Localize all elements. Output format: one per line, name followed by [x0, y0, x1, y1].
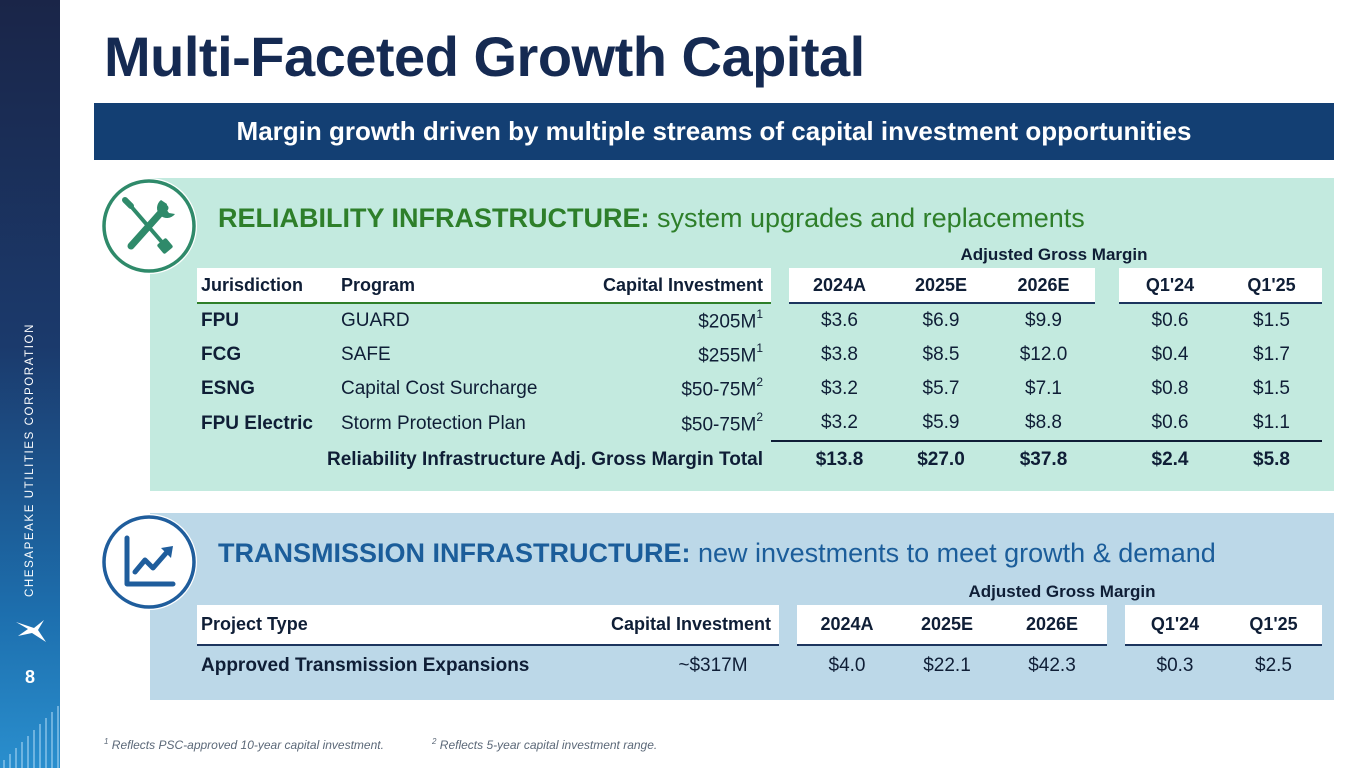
col-program: Program: [337, 268, 569, 304]
row-q124: $0.6: [1151, 309, 1189, 331]
total-2025e: $27.0: [890, 440, 992, 478]
transmission-table: Project Type Capital Investment 2024A 20…: [197, 605, 1322, 685]
col-capital-investment: Capital Investment: [569, 268, 771, 304]
row-capital-investment: $255M1: [698, 340, 763, 366]
row-capital-investment: $50-75M2: [681, 409, 763, 435]
row-q125: $2.5: [1255, 654, 1292, 676]
row-q125: $1.5: [1253, 378, 1290, 400]
col-q124: Q1'24: [1125, 605, 1225, 646]
footnote-ref: 1: [756, 306, 763, 321]
row-2025e: $8.5: [922, 343, 960, 365]
tools-circle: [101, 178, 197, 274]
reliability-panel: [150, 178, 1334, 491]
row-2025e: $5.9: [922, 412, 960, 434]
row-capital-investment: $205M1: [698, 306, 763, 332]
col-q124: Q1'24: [1119, 268, 1221, 304]
row-program: Storm Protection Plan: [341, 412, 526, 434]
row-q125: $1.7: [1253, 343, 1290, 365]
company-name-vertical: CHESAPEAKE UTILITIES CORPORATION: [24, 322, 36, 598]
row-capital-investment: $50-75M2: [681, 375, 763, 401]
row-2025e: $22.1: [923, 654, 971, 676]
row-jurisdiction: FPU: [201, 309, 239, 331]
row-2024a: $3.8: [821, 343, 858, 365]
transmission-agm-label: Adjusted Gross Margin: [968, 582, 1156, 601]
transmission-header-row: Project Type Capital Investment 2024A 20…: [197, 605, 1322, 646]
row-q124: $0.4: [1151, 343, 1189, 365]
row-program: GUARD: [341, 309, 410, 331]
transmission-heading: TRANSMISSION INFRASTRUCTURE: new investm…: [218, 538, 1216, 569]
reliability-heading-strong: RELIABILITY INFRASTRUCTURE:: [218, 203, 650, 233]
row-2026e: $12.0: [1019, 343, 1068, 365]
col-capital-investment: Capital Investment: [587, 605, 779, 646]
total-row: Reliability Infrastructure Adj. Gross Ma…: [197, 440, 1322, 478]
footnote-1: 1 Reflects PSC-approved 10-year capital …: [104, 737, 384, 752]
col-q125: Q1'25: [1225, 605, 1322, 646]
col-project-type: Project Type: [197, 605, 587, 646]
tools-icon: [102, 179, 196, 273]
footnote-ref: 2: [756, 409, 763, 424]
row-2026e: $9.9: [1025, 309, 1062, 331]
row-q125: $1.1: [1253, 412, 1290, 434]
row-jurisdiction: FCG: [201, 343, 242, 365]
col-2024a: 2024A: [789, 268, 890, 304]
transmission-heading-rest: new investments to meet growth & demand: [698, 538, 1216, 568]
page-number: 8: [24, 667, 35, 687]
total-label: Reliability Infrastructure Adj. Gross Ma…: [326, 448, 763, 470]
table-row: FPU GUARD $205M1 $3.6 $6.9 $9.9 $0.6 $1.…: [197, 303, 1322, 338]
row-q124: $0.8: [1151, 378, 1189, 400]
subtitle-banner: Margin growth driven by multiple streams…: [94, 103, 1334, 160]
page-title: Multi-Faceted Growth Capital: [104, 25, 865, 88]
growth-chart-circle: [101, 514, 197, 610]
row-q124: $0.6: [1151, 412, 1189, 434]
transmission-heading-strong: TRANSMISSION INFRASTRUCTURE:: [218, 538, 691, 568]
table-row: Approved Transmission Expansions ~$317M …: [197, 645, 1322, 685]
row-2026e: $42.3: [1028, 654, 1076, 676]
reliability-table: Jurisdiction Program Capital Investment …: [197, 268, 1322, 478]
row-program: SAFE: [341, 343, 391, 365]
total-2026e: $37.8: [992, 440, 1095, 478]
footnote-ref: 2: [756, 375, 763, 390]
reliability-header-row: Jurisdiction Program Capital Investment …: [197, 268, 1322, 304]
row-2024a: $3.6: [821, 309, 858, 331]
reliability-heading-rest: system upgrades and replacements: [657, 203, 1085, 233]
row-jurisdiction: ESNG: [201, 378, 255, 400]
col-2025e: 2025E: [897, 605, 997, 646]
row-2026e: $7.1: [1025, 378, 1062, 400]
col-q125: Q1'25: [1221, 268, 1322, 304]
total-q124: $2.4: [1119, 440, 1221, 478]
col-jurisdiction: Jurisdiction: [197, 268, 337, 304]
col-2025e: 2025E: [890, 268, 992, 304]
row-2025e: $6.9: [922, 309, 960, 331]
reliability-agm-label: Adjusted Gross Margin: [960, 245, 1148, 264]
row-q125: $1.5: [1253, 309, 1290, 331]
decorative-bars-icon: [3, 706, 59, 768]
row-capital-investment: ~$317M: [678, 654, 748, 676]
col-2026e: 2026E: [997, 605, 1107, 646]
footnote-2: 2 Reflects 5-year capital investment ran…: [432, 737, 658, 752]
table-row: FCG SAFE $255M1 $3.8 $8.5 $12.0 $0.4 $1.…: [197, 338, 1322, 373]
growth-chart-icon: [102, 515, 196, 609]
col-2024a: 2024A: [797, 605, 897, 646]
row-project-type: Approved Transmission Expansions: [201, 654, 530, 676]
row-program: Capital Cost Surcharge: [341, 378, 538, 400]
row-2026e: $8.8: [1025, 412, 1062, 434]
row-2024a: $3.2: [821, 412, 858, 434]
reliability-heading: RELIABILITY INFRASTRUCTURE: system upgra…: [218, 203, 1085, 234]
row-q124: $0.3: [1156, 654, 1194, 676]
footnote-ref: 1: [756, 340, 763, 355]
row-2025e: $5.7: [922, 378, 960, 400]
table-row: FPU Electric Storm Protection Plan $50-7…: [197, 407, 1322, 442]
company-logo-icon: [16, 620, 46, 642]
row-2024a: $4.0: [828, 654, 866, 676]
total-q125: $5.8: [1221, 440, 1322, 478]
brand-sidebar: CHESAPEAKE UTILITIES CORPORATION 8: [0, 0, 60, 768]
row-2024a: $3.2: [821, 378, 858, 400]
row-jurisdiction: FPU Electric: [201, 412, 313, 434]
total-2024a: $13.8: [789, 440, 890, 478]
table-row: ESNG Capital Cost Surcharge $50-75M2 $3.…: [197, 372, 1322, 407]
col-2026e: 2026E: [992, 268, 1095, 304]
